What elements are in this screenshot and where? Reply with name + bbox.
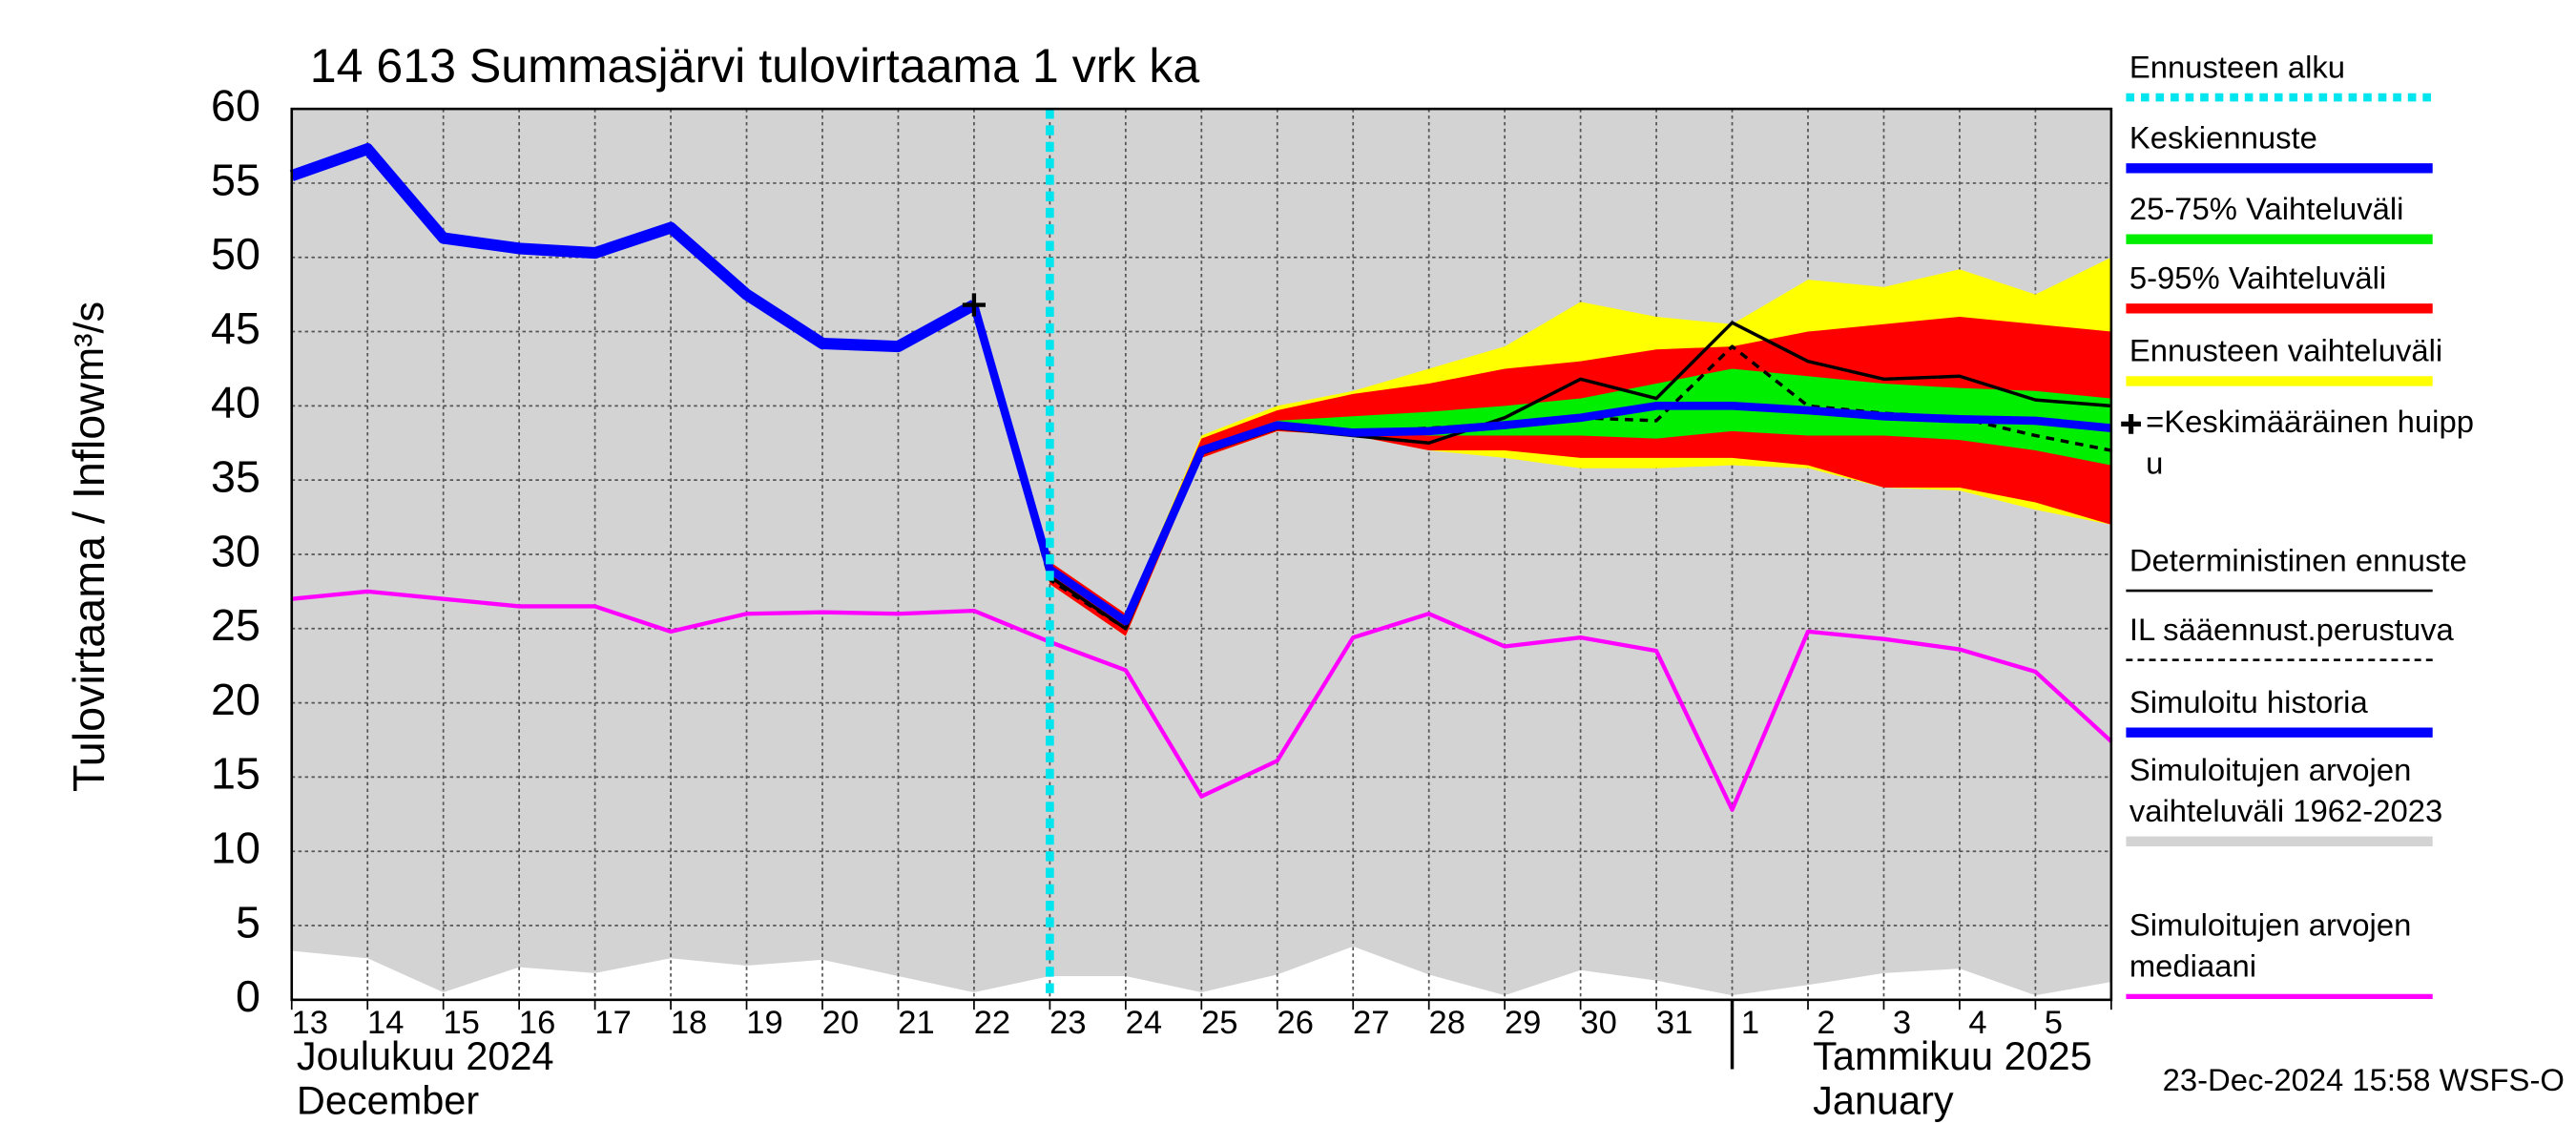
legend-label: 5-95% Vaihteluväli xyxy=(2129,260,2386,296)
legend-label: 25-75% Vaihteluväli xyxy=(2129,191,2404,226)
x-tick-label: 15 xyxy=(443,1005,479,1041)
y-tick-label: 25 xyxy=(211,600,260,650)
x-tick-label: 22 xyxy=(974,1005,1010,1041)
series-line xyxy=(291,589,2113,812)
y-tick-label: 55 xyxy=(211,155,260,204)
y-tick-label: 5 xyxy=(236,897,260,947)
y-axis-unit: m³/s xyxy=(67,302,113,382)
x-tick-label: 25 xyxy=(1201,1005,1237,1041)
x-tick-label: 3 xyxy=(1893,1005,1911,1041)
y-tick-label: 60 xyxy=(211,80,260,130)
peak-marker xyxy=(962,293,987,317)
timestamp: 23-Dec-2024 15:58 WSFS-O xyxy=(2163,1062,2565,1097)
x-tick-label: 1 xyxy=(1741,1005,1759,1041)
legend-label: Simuloitu historia xyxy=(2129,684,2369,719)
legend-label: Ennusteen vaihteluväli xyxy=(2129,333,2442,368)
x-tick-label: 4 xyxy=(1968,1005,1986,1041)
legend-key xyxy=(2121,414,2141,434)
x-tick-label: 13 xyxy=(292,1005,328,1041)
x-tick-label: 31 xyxy=(1656,1005,1693,1041)
x-tick-label: 24 xyxy=(1126,1005,1162,1041)
y-axis-label: Tulovirtaama / Inflow xyxy=(64,383,114,792)
x-tick-label: 21 xyxy=(898,1005,934,1041)
x-tick-label: 29 xyxy=(1505,1005,1541,1041)
chart-title: 14 613 Summasjärvi tulovirtaama 1 vrk ka xyxy=(310,39,1200,93)
legend-label: =Keskimääräinen huipp xyxy=(2146,404,2474,439)
month-label: Joulukuu 2024 xyxy=(297,1033,554,1078)
y-tick-label: 0 xyxy=(236,971,260,1021)
legend-label: vaihteluväli 1962-2023 xyxy=(2129,793,2442,828)
x-tick-label: 26 xyxy=(1278,1005,1314,1041)
plot-frame xyxy=(290,107,2113,1002)
legend-label: u xyxy=(2146,445,2163,480)
x-tick-label: 18 xyxy=(671,1005,707,1041)
month-label: January xyxy=(1813,1078,1954,1123)
legend-label: Ennusteen alku xyxy=(2129,49,2345,84)
y-tick-label: 35 xyxy=(211,451,260,501)
legend-label: Simuloitujen arvojen xyxy=(2129,752,2411,787)
y-tick-label: 20 xyxy=(211,675,260,724)
x-tick-label: 17 xyxy=(594,1005,631,1041)
month-label: December xyxy=(297,1078,479,1123)
y-tick-label: 10 xyxy=(211,823,260,873)
y-tick-label: 40 xyxy=(211,378,260,427)
x-tick-label: 19 xyxy=(746,1005,782,1041)
x-tick-label: 28 xyxy=(1428,1005,1465,1041)
series-line xyxy=(289,143,977,353)
x-tick-label: 27 xyxy=(1353,1005,1389,1041)
month-label: Tammikuu 2025 xyxy=(1813,1033,2092,1078)
x-tick-label: 5 xyxy=(2045,1005,2063,1041)
x-tick-label: 16 xyxy=(519,1005,555,1041)
legend-label: Keskiennuste xyxy=(2129,120,2317,156)
y-tick-label: 30 xyxy=(211,526,260,575)
y-tick-label: 50 xyxy=(211,229,260,279)
y-tick-label: 45 xyxy=(211,303,260,353)
y-tick-label: 15 xyxy=(211,749,260,799)
legend-label: Simuloitujen arvojen xyxy=(2129,906,2411,942)
legend-label: mediaani xyxy=(2129,948,2256,984)
x-tick-label: 23 xyxy=(1049,1005,1086,1041)
x-tick-label: 30 xyxy=(1580,1005,1616,1041)
x-tick-label: 20 xyxy=(822,1005,859,1041)
x-tick-label: 14 xyxy=(367,1005,404,1041)
range-band xyxy=(973,304,2111,625)
legend-label: Deterministinen ennuste xyxy=(2129,542,2467,577)
x-tick-label: 2 xyxy=(1817,1005,1835,1041)
series-line xyxy=(969,303,2112,626)
legend-label: IL sääennust.perustuva xyxy=(2129,612,2455,647)
